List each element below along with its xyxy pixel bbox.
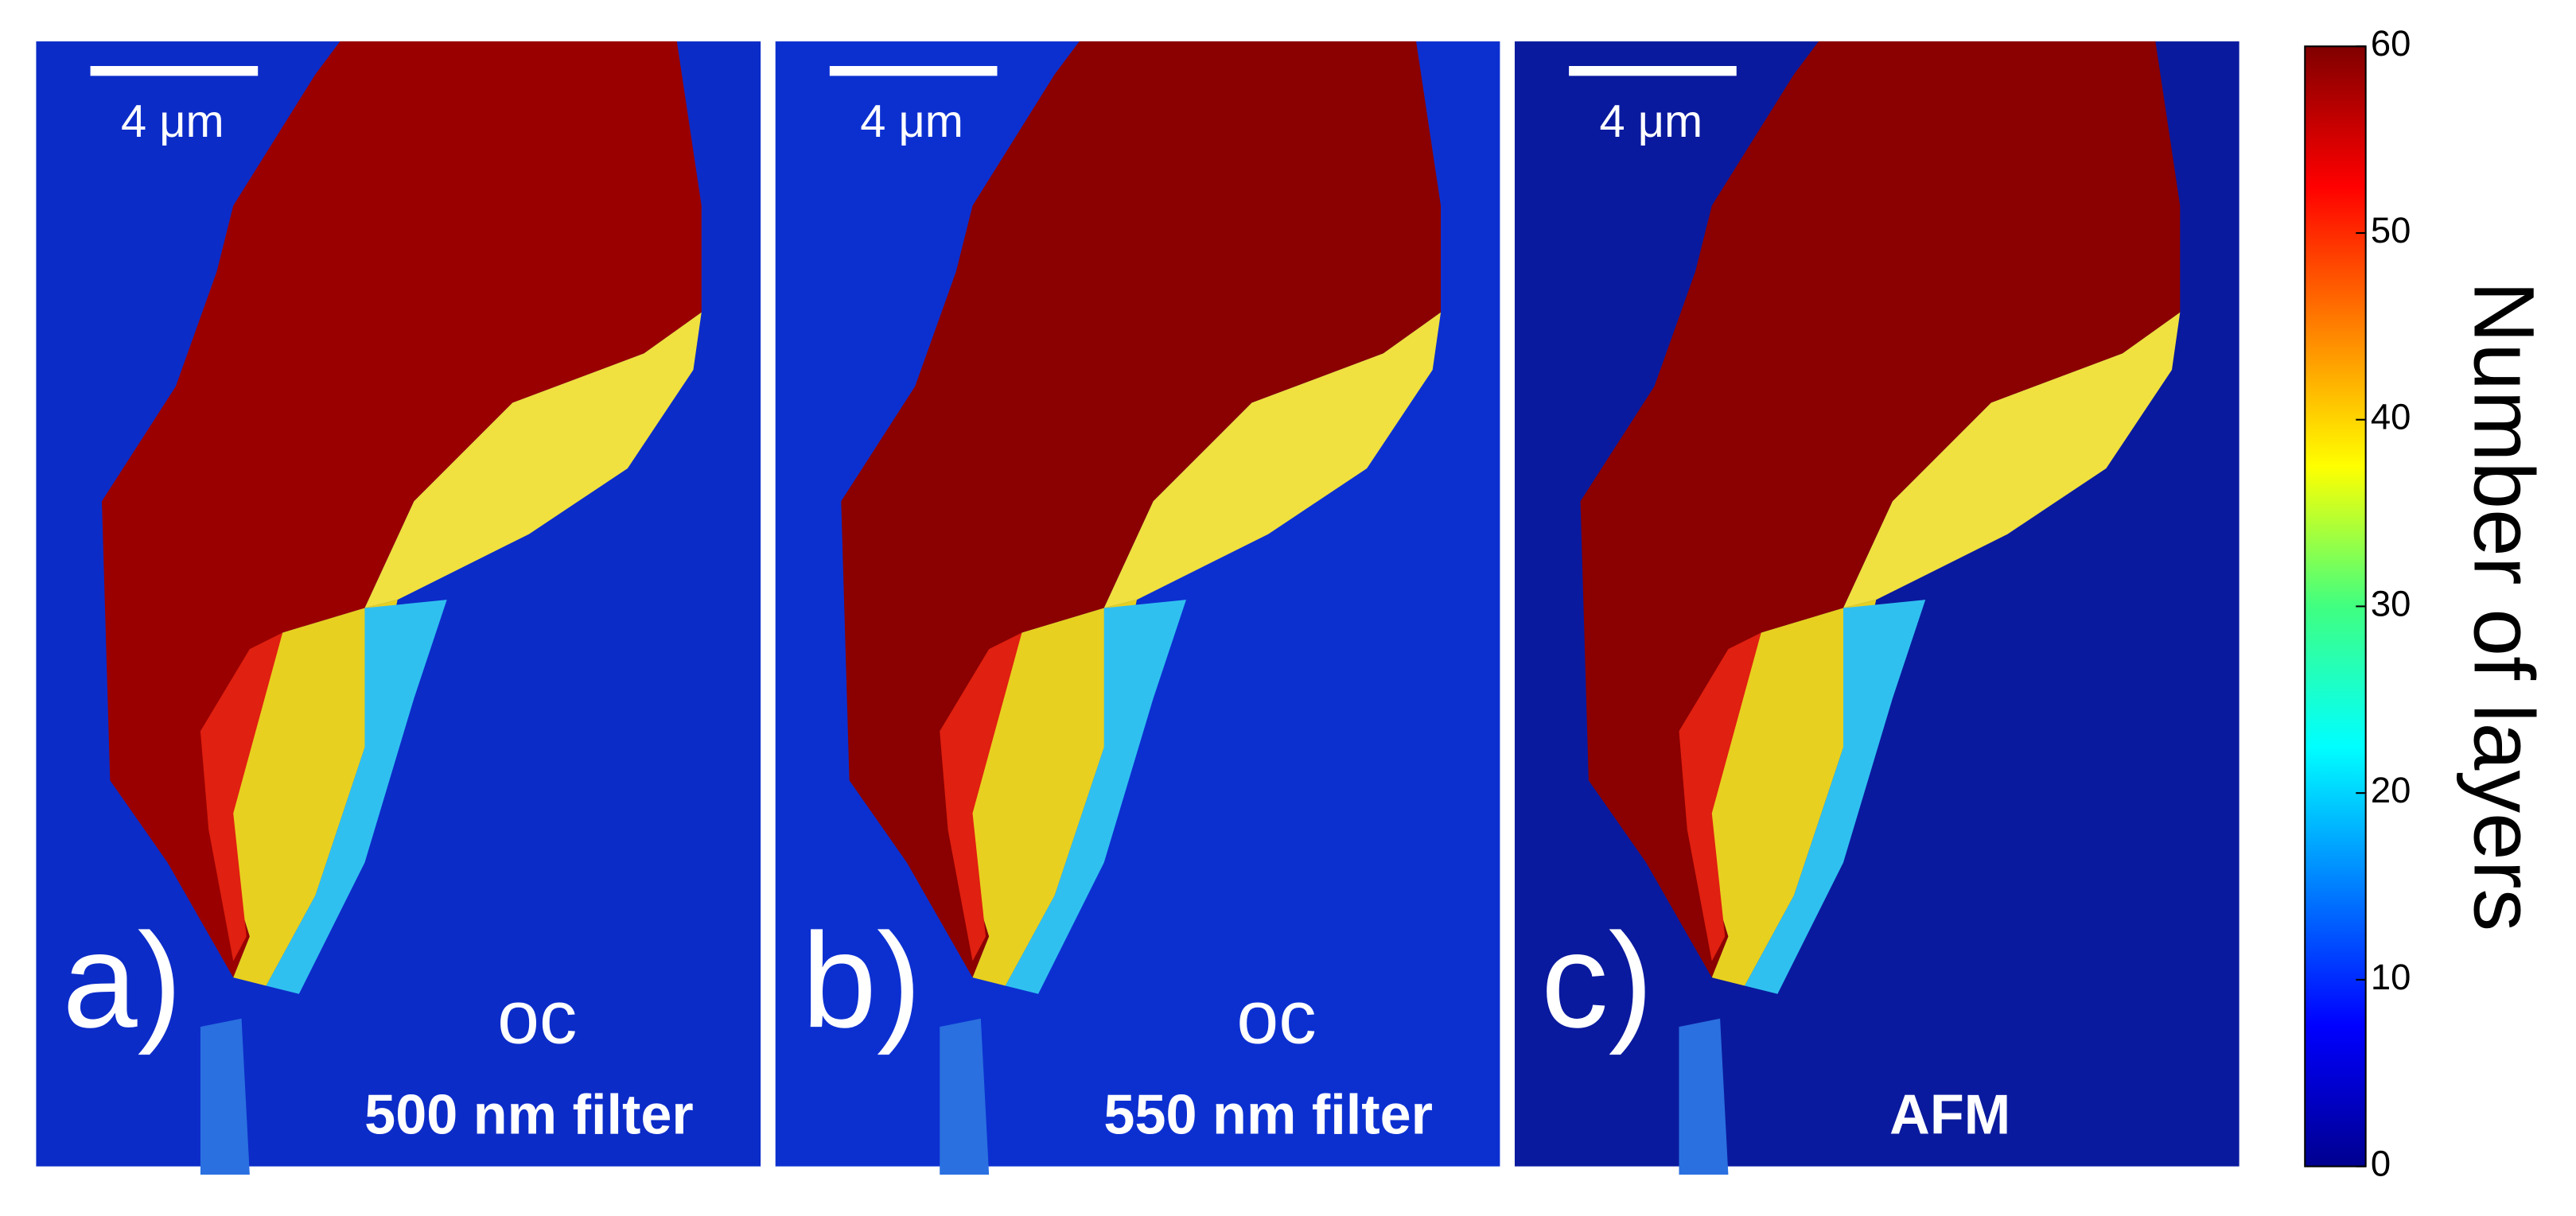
tick-label: 10 — [2371, 957, 2411, 997]
scale-bar-label: 4 μm — [121, 96, 224, 147]
panel: 4 μm b) oc 550 nm filter — [775, 41, 1500, 1175]
filter-label: 500 nm filter — [364, 1082, 694, 1145]
flake-region — [1745, 600, 1926, 994]
flake-region — [940, 1018, 990, 1175]
flake-region — [1843, 312, 2181, 608]
flake-region — [200, 632, 283, 962]
flake-region — [1679, 1018, 1729, 1175]
flake-region — [102, 41, 702, 978]
flake-region — [364, 312, 702, 608]
tick-label: 50 — [2371, 210, 2411, 251]
flake-region — [1103, 312, 1442, 608]
flake-region — [266, 600, 447, 994]
flake-region — [940, 632, 1022, 962]
panel: 4 μm a) oc 500 nm filter — [36, 41, 761, 1175]
method-label: AFM — [1889, 1082, 2010, 1145]
flake-region — [1580, 41, 2181, 978]
colorbar-label: Number of layers — [2457, 282, 2552, 932]
panel: 4 μm c) AFM — [1514, 41, 2239, 1175]
tick-label: 20 — [2371, 770, 2411, 810]
tick-label: 30 — [2371, 583, 2411, 624]
tick-label: 0 — [2371, 1144, 2391, 1184]
colorbar — [2304, 45, 2367, 1167]
flake-region — [1005, 600, 1186, 994]
flake-region — [200, 1018, 250, 1175]
method-label: oc — [1236, 976, 1316, 1060]
tick-label: 60 — [2371, 23, 2411, 64]
flake-region — [1679, 632, 1761, 962]
flake-region — [841, 41, 1442, 978]
panel-label: a) — [62, 905, 182, 1055]
scale-bar-label: 4 μm — [1600, 96, 1703, 147]
method-label: oc — [497, 976, 577, 1060]
filter-label: 550 nm filter — [1103, 1082, 1433, 1145]
panel-label: c) — [1541, 905, 1653, 1055]
scale-bar-label: 4 μm — [860, 96, 963, 147]
tick-label: 40 — [2371, 397, 2411, 437]
panel-label: b) — [802, 905, 922, 1055]
